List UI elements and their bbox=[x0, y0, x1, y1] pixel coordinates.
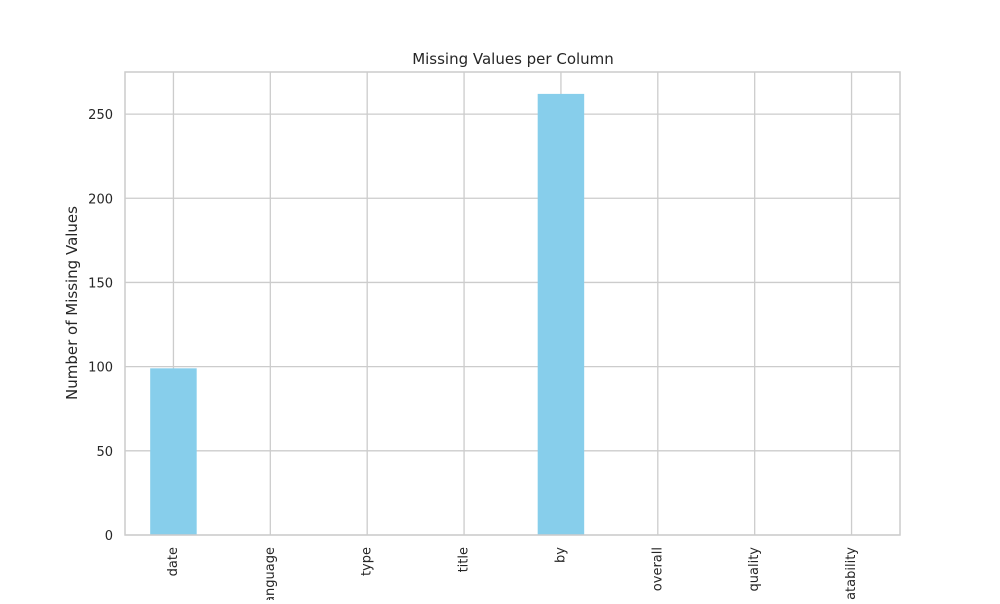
x-tick-label: by bbox=[553, 547, 568, 563]
bar-date bbox=[150, 368, 197, 535]
y-tick-label: 0 bbox=[105, 529, 113, 544]
y-tick-label: 150 bbox=[88, 276, 113, 291]
bar-by bbox=[537, 93, 585, 536]
x-tick-label: language bbox=[263, 547, 278, 600]
x-tick-label: title bbox=[457, 547, 472, 572]
y-tick-labels: 0 50 100 150 200 250 bbox=[88, 108, 113, 544]
x-tick-label: quality bbox=[747, 547, 762, 592]
plot-frame bbox=[124, 71, 901, 536]
grid-lines bbox=[125, 72, 900, 536]
y-axis-label: Number of Missing Values bbox=[63, 206, 81, 400]
bars bbox=[150, 93, 585, 536]
y-tick-label: 200 bbox=[88, 192, 113, 207]
x-tick-label: date bbox=[166, 547, 181, 576]
x-tick-label: repeatability bbox=[844, 547, 859, 600]
y-tick-label: 50 bbox=[96, 445, 113, 460]
chart-title: Missing Values per Column bbox=[412, 50, 614, 68]
x-tick-label: type bbox=[360, 547, 375, 576]
y-tick-label: 250 bbox=[88, 108, 113, 123]
x-tick-label: overall bbox=[650, 547, 665, 591]
y-tick-label: 100 bbox=[88, 361, 113, 376]
x-tick-labels: date language type title by overall quality rep… bbox=[166, 547, 859, 604]
